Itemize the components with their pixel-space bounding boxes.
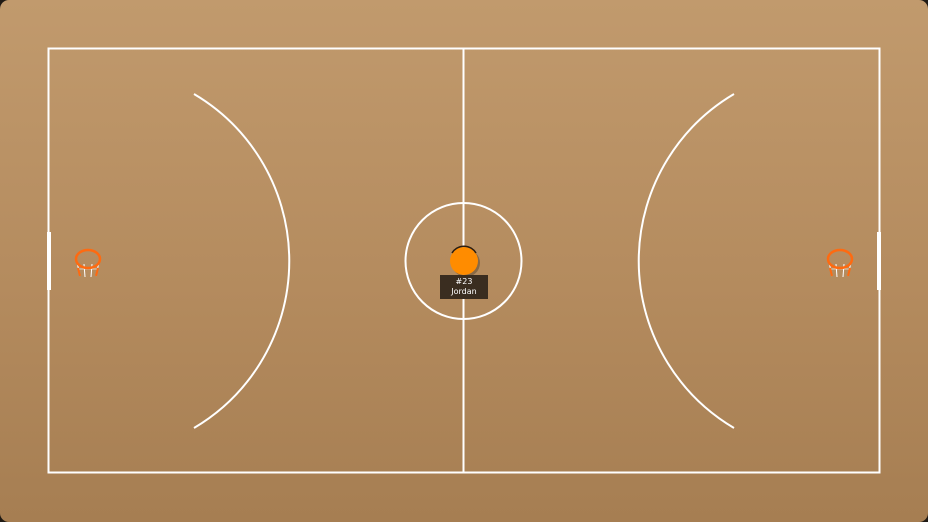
hoop-icon — [826, 248, 854, 278]
backboard-right — [877, 232, 881, 290]
player-number: #23 — [455, 277, 473, 286]
backboard-left — [47, 232, 51, 290]
player-label: #23 Jordan — [440, 275, 488, 299]
three-point-arc-left — [193, 93, 291, 429]
player-name: Jordan — [451, 287, 477, 296]
basketball-icon[interactable] — [450, 245, 480, 277]
three-point-arc-right — [637, 93, 735, 429]
hoop-icon — [74, 248, 102, 278]
center-circle — [404, 202, 523, 320]
